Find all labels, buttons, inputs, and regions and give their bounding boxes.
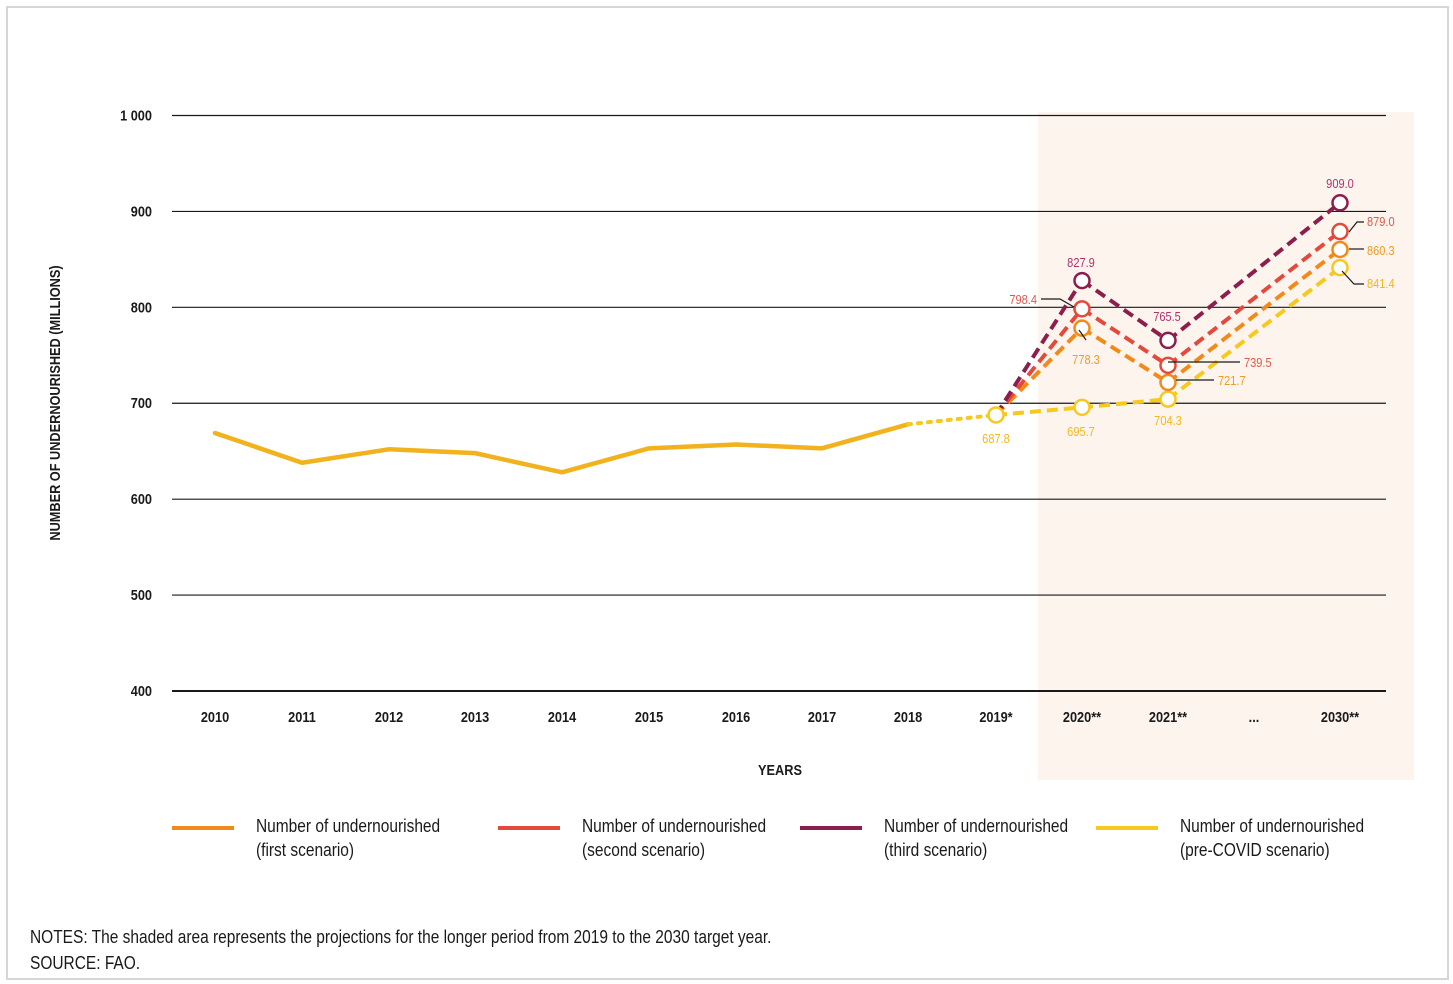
- data-label: 765.5: [1153, 309, 1181, 324]
- y-tick-label: 700: [131, 394, 152, 411]
- series-segment-2: [994, 279, 1084, 417]
- legend-item-precovid-scenario: Number of undernourished (pre-COVID scen…: [1096, 814, 1394, 862]
- series-segment-0: [1166, 247, 1342, 385]
- legend-item-third-scenario: Number of undernourished (third scenario…: [800, 814, 1098, 862]
- x-tick-label: ...: [1249, 708, 1260, 725]
- data-point-marker: [1331, 194, 1349, 212]
- label-leader-line: [1078, 329, 1087, 341]
- data-label: 841.4: [1367, 276, 1395, 291]
- y-tick-label: 900: [131, 202, 152, 219]
- y-tick-label: 500: [131, 586, 152, 603]
- label-leader-line: [1341, 270, 1364, 285]
- historical-series-line: [212, 422, 911, 475]
- data-point-marker: [1159, 331, 1177, 350]
- series-segment-0: [994, 326, 1084, 417]
- data-label: 695.7: [1067, 424, 1095, 439]
- legend-item-second-scenario: Number of undernourished (second scenari…: [498, 814, 796, 862]
- x-tick-label: 2012: [375, 708, 404, 725]
- data-point-marker: [1331, 240, 1349, 259]
- series-segment-3: [1081, 397, 1169, 410]
- data-point-marker: [1159, 373, 1177, 392]
- x-tick-label: 2021**: [1149, 708, 1188, 725]
- data-label: 798.4: [1009, 292, 1037, 307]
- data-label: 860.3: [1367, 243, 1395, 258]
- legend-first-line2: (first scenario): [256, 840, 355, 860]
- y-tick-label: 1 000: [120, 106, 152, 123]
- legend-third-line1: Number of undernourished: [884, 816, 1069, 836]
- legend-second-line1: Number of undernourished: [582, 816, 767, 836]
- legend-third-line2: (third scenario): [884, 840, 988, 860]
- data-point-marker: [1073, 300, 1091, 318]
- x-tick-label: 2019*: [979, 708, 1013, 725]
- y-axis-title: NUMBER OF UNDERNOURISHED (MILLIONS): [46, 265, 63, 540]
- data-label: 687.8: [982, 431, 1010, 446]
- series-segment-1: [1166, 229, 1342, 367]
- series-segment-1: [1080, 307, 1170, 368]
- x-tick-label: 2020**: [1063, 708, 1102, 725]
- legend-second-line2: (second scenario): [582, 840, 706, 860]
- y-tick-label: 400: [131, 682, 152, 699]
- data-label: 704.3: [1154, 413, 1182, 428]
- legend-label-third: Number of undernourished (third scenario…: [884, 814, 1068, 862]
- legend-precovid-line1: Number of undernourished: [1180, 816, 1365, 836]
- x-tick-label: 2011: [288, 708, 316, 725]
- series-segment-3: [906, 412, 998, 427]
- data-point-marker: [1159, 390, 1177, 408]
- data-point-marker: [987, 406, 1005, 424]
- series-segment-1: [994, 307, 1084, 417]
- data-label: 721.7: [1218, 373, 1246, 388]
- data-label: 909.0: [1326, 176, 1354, 191]
- x-tick-label: 2010: [201, 708, 230, 725]
- legend-label-precovid: Number of undernourished (pre-COVID scen…: [1180, 814, 1364, 862]
- series-segment-2: [1166, 201, 1342, 342]
- y-tick-label: 600: [131, 490, 152, 507]
- legend-label-second: Number of undernourished (second scenari…: [582, 814, 766, 862]
- source-text: SOURCE: FAO.: [30, 953, 141, 973]
- x-axis-title: YEARS: [758, 761, 802, 778]
- projection-shaded-area: [1038, 112, 1414, 780]
- x-tick-label: 2013: [461, 708, 490, 725]
- legend-swatch-third: [800, 826, 862, 830]
- x-tick-label: 2015: [635, 708, 664, 725]
- data-label: 739.5: [1244, 355, 1272, 370]
- x-tick-label: 2014: [548, 708, 577, 725]
- label-leader-line: [1348, 221, 1364, 233]
- data-label: 879.0: [1367, 214, 1395, 229]
- legend-precovid-line2: (pre-COVID scenario): [1180, 840, 1330, 860]
- legend-item-first-scenario: Number of undernourished (first scenario…: [172, 814, 470, 862]
- legend-label-first: Number of undernourished (first scenario…: [256, 814, 440, 862]
- legend-swatch-precovid: [1096, 826, 1158, 830]
- x-tick-label: 2030**: [1321, 708, 1360, 725]
- y-tick-label: 800: [131, 298, 152, 315]
- x-tick-label: 2017: [808, 708, 837, 725]
- legend: Number of undernourished (first scenario…: [0, 814, 1453, 874]
- data-point-marker: [1159, 356, 1177, 375]
- data-point-marker: [1331, 258, 1349, 277]
- series-segment-2: [1080, 278, 1170, 343]
- data-point-marker: [1073, 398, 1091, 417]
- notes-text: NOTES: The shaded area represents the pr…: [30, 927, 772, 947]
- label-leader-line: [1041, 298, 1075, 308]
- legend-swatch-second: [498, 826, 560, 830]
- data-point-marker: [1073, 271, 1091, 290]
- x-tick-label: 2018: [894, 708, 923, 725]
- data-point-marker: [1331, 222, 1349, 241]
- series-segment-3: [1166, 266, 1342, 401]
- legend-first-line1: Number of undernourished: [256, 816, 441, 836]
- data-point-marker: [1073, 319, 1091, 337]
- data-label: 778.3: [1072, 352, 1100, 367]
- chart-notes: NOTES: The shaded area represents the pr…: [30, 924, 771, 976]
- data-label: 827.9: [1067, 255, 1095, 270]
- x-tick-label: 2016: [722, 708, 751, 725]
- series-segment-3: [995, 405, 1083, 417]
- legend-swatch-first: [172, 826, 234, 830]
